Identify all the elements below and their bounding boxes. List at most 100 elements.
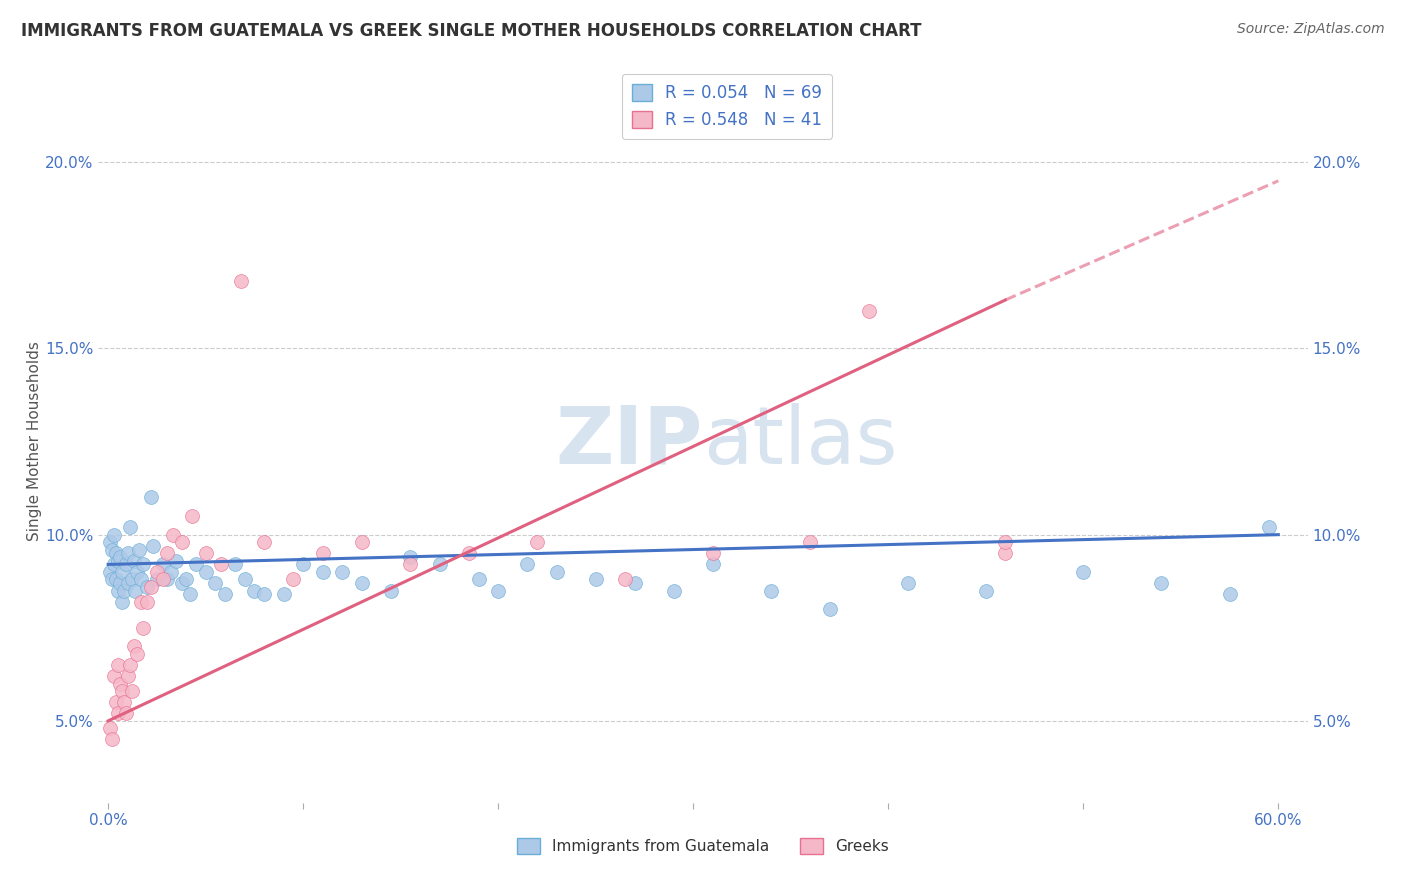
Point — [312, 565, 335, 579]
Point — [146, 572, 169, 586]
Point — [214, 587, 236, 601]
Point — [614, 572, 637, 586]
Point — [139, 491, 162, 505]
Point — [124, 583, 146, 598]
Point — [174, 572, 197, 586]
Y-axis label: Single Mother Households: Single Mother Households — [27, 342, 42, 541]
Point — [546, 565, 568, 579]
Point — [104, 695, 127, 709]
Point — [136, 580, 159, 594]
Point — [702, 546, 724, 560]
Point — [253, 587, 276, 601]
Point — [122, 640, 145, 654]
Legend: Immigrants from Guatemala, Greeks: Immigrants from Guatemala, Greeks — [510, 832, 896, 860]
Point — [585, 572, 607, 586]
Point — [273, 587, 295, 601]
Point — [142, 539, 165, 553]
Point — [702, 558, 724, 572]
Point — [662, 583, 685, 598]
Point — [380, 583, 402, 598]
Point — [104, 572, 127, 586]
Point — [165, 554, 187, 568]
Point — [243, 583, 266, 598]
Point — [114, 558, 136, 572]
Point — [516, 558, 538, 572]
Point — [118, 520, 141, 534]
Point — [139, 580, 162, 594]
Point — [104, 546, 127, 560]
Point — [194, 546, 217, 560]
Point — [118, 658, 141, 673]
Point — [761, 583, 783, 598]
Text: Source: ZipAtlas.com: Source: ZipAtlas.com — [1237, 22, 1385, 37]
Point — [108, 576, 131, 591]
Point — [128, 542, 150, 557]
Point — [101, 732, 124, 747]
Point — [108, 676, 131, 690]
Point — [152, 558, 174, 572]
Point — [98, 721, 121, 735]
Point — [112, 695, 135, 709]
Point — [114, 706, 136, 721]
Point — [172, 535, 194, 549]
Point — [429, 558, 451, 572]
Point — [526, 535, 548, 549]
Point — [399, 549, 422, 564]
Point — [111, 684, 134, 698]
Point — [253, 535, 276, 549]
Point — [159, 565, 181, 579]
Point — [224, 558, 246, 572]
Point — [204, 576, 226, 591]
Point — [103, 669, 125, 683]
Point — [458, 546, 481, 560]
Point — [1150, 576, 1173, 591]
Point — [112, 583, 135, 598]
Point — [994, 546, 1017, 560]
Point — [184, 558, 207, 572]
Point — [486, 583, 509, 598]
Point — [283, 572, 305, 586]
Point — [162, 527, 184, 541]
Point — [98, 535, 121, 549]
Point — [103, 558, 125, 572]
Point — [111, 565, 134, 579]
Point — [179, 587, 201, 601]
Point — [146, 565, 169, 579]
Point — [117, 669, 139, 683]
Point — [229, 274, 252, 288]
Point — [122, 554, 145, 568]
Point — [101, 542, 124, 557]
Point — [818, 602, 841, 616]
Point — [101, 572, 124, 586]
Point — [233, 572, 256, 586]
Text: ZIP: ZIP — [555, 402, 703, 481]
Point — [117, 546, 139, 560]
Point — [98, 565, 121, 579]
Text: atlas: atlas — [703, 402, 897, 481]
Point — [152, 572, 174, 586]
Point — [623, 576, 645, 591]
Point — [121, 572, 143, 586]
Point — [107, 554, 129, 568]
Point — [350, 535, 373, 549]
Point — [121, 684, 143, 698]
Point — [103, 527, 125, 541]
Point — [1071, 565, 1094, 579]
Point — [312, 546, 335, 560]
Point — [799, 535, 821, 549]
Point — [127, 565, 149, 579]
Point — [858, 304, 880, 318]
Point — [132, 558, 155, 572]
Point — [399, 558, 422, 572]
Point — [467, 572, 489, 586]
Point — [108, 549, 131, 564]
Point — [111, 595, 134, 609]
Point — [181, 509, 204, 524]
Point — [897, 576, 920, 591]
Point — [127, 647, 149, 661]
Text: IMMIGRANTS FROM GUATEMALA VS GREEK SINGLE MOTHER HOUSEHOLDS CORRELATION CHART: IMMIGRANTS FROM GUATEMALA VS GREEK SINGL… — [21, 22, 921, 40]
Point — [107, 658, 129, 673]
Point — [156, 546, 179, 560]
Point — [974, 583, 997, 598]
Point — [107, 583, 129, 598]
